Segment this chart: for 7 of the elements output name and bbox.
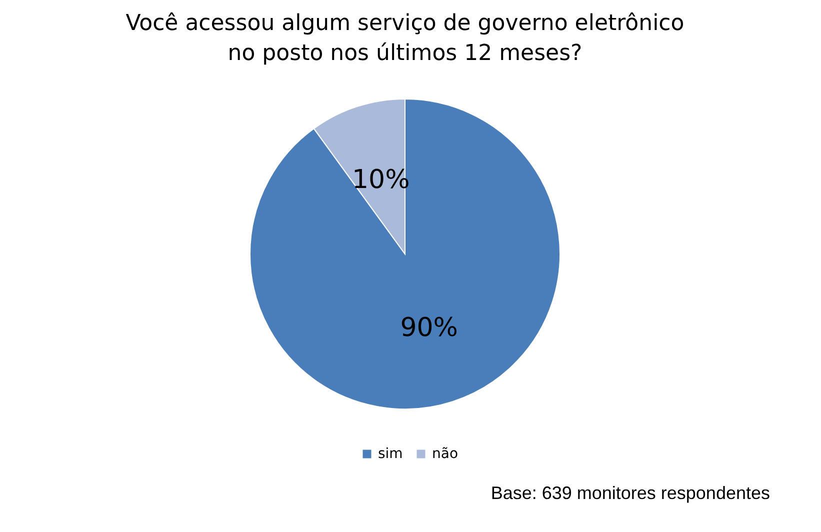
data-label: 90% [400, 313, 458, 344]
text: Base: 639 monitores respondentes [490, 483, 770, 503]
chart-title: Você acessou algum serviço de governo eletrônico no posto nos últimos 12 meses? [126, 11, 684, 66]
pie-slice [250, 98, 560, 410]
legend-label: não [432, 446, 458, 462]
data-label: 10% [352, 164, 410, 195]
legend-label: sim [378, 446, 403, 462]
